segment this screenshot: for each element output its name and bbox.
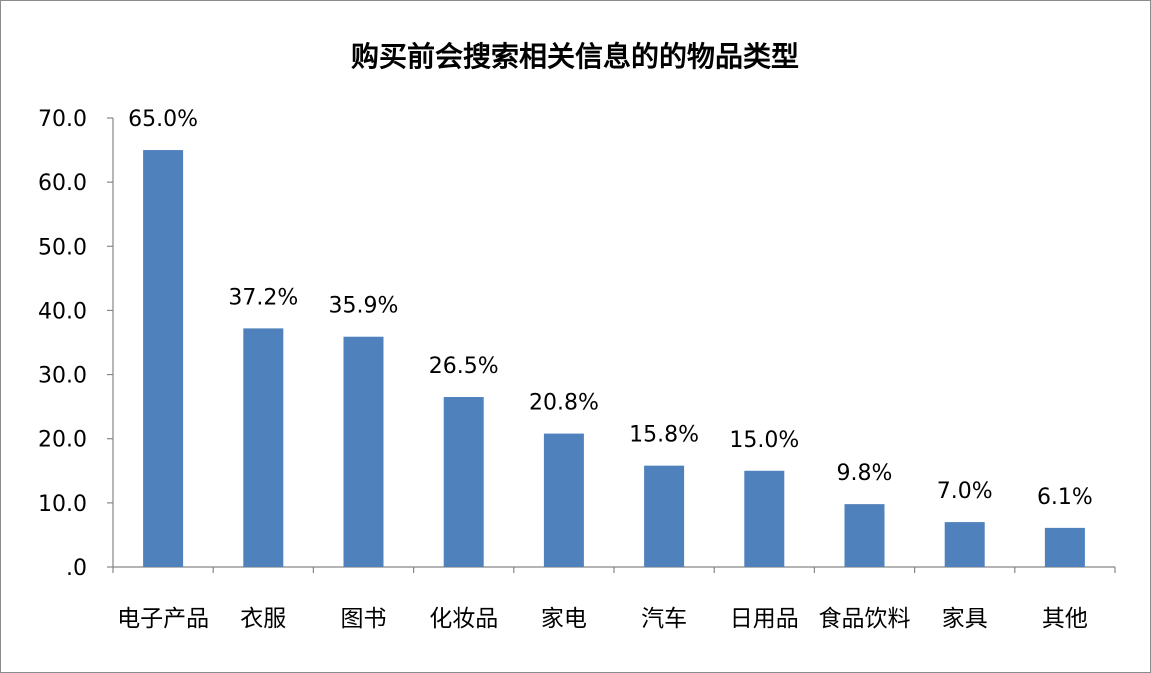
x-tick-label: 化妆品 [429, 606, 498, 632]
data-label: 37.2% [228, 285, 298, 310]
x-axis [112, 566, 1116, 573]
y-axis: .0 10.0 20.0 30.0 40.0 50.0 60.0 70.0 [38, 107, 114, 581]
bar [644, 465, 685, 567]
bar [243, 328, 284, 567]
data-label: 35.9% [329, 294, 399, 319]
x-tick-label: 衣服 [240, 606, 286, 632]
data-label: 15.0% [729, 428, 799, 453]
x-tick-label: 汽车 [641, 606, 687, 632]
y-tick-label: 50.0 [38, 235, 87, 260]
x-tick-label: 图书 [341, 606, 387, 632]
y-tick-label: 20.0 [38, 428, 87, 453]
bar [443, 397, 484, 567]
bar [1044, 527, 1085, 567]
data-label: 7.0% [937, 479, 993, 504]
y-tick-label: 60.0 [38, 171, 87, 196]
bar [343, 336, 384, 567]
bar [944, 522, 985, 567]
data-label: 20.8% [529, 391, 599, 416]
bar-series [143, 150, 1085, 568]
chart-title: 购买前会搜索相关信息的的物品类型 [351, 40, 799, 73]
bar [744, 470, 785, 567]
x-tick-label: 日用品 [730, 606, 799, 632]
bar [143, 150, 184, 568]
data-label: 15.8% [629, 423, 699, 448]
bar [844, 504, 885, 567]
y-tick-label: 70.0 [38, 107, 87, 132]
y-tick-label: 10.0 [38, 492, 87, 517]
x-tick-label: 电子产品 [117, 606, 209, 632]
y-tick-label: .0 [66, 556, 87, 581]
x-tick-label: 家具 [942, 606, 988, 632]
data-label: 6.1% [1037, 485, 1093, 510]
y-tick-label: 30.0 [38, 364, 87, 389]
bar [543, 433, 584, 567]
x-tick-labels: 电子产品 衣服 图书 化妆品 家电 汽车 日用品 食品饮料 家具 其他 [117, 606, 1088, 632]
data-label: 26.5% [429, 354, 499, 379]
data-label: 65.0% [128, 107, 198, 132]
data-labels: 65.0% 37.2% 35.9% 26.5% 20.8% 15.8% 15.0% 9.8% 7… [128, 107, 1093, 510]
data-label: 9.8% [837, 461, 893, 486]
x-tick-label: 食品饮料 [819, 606, 911, 632]
x-tick-label: 其他 [1042, 606, 1088, 632]
y-tick-label: 40.0 [38, 299, 87, 324]
x-tick-label: 家电 [541, 606, 587, 632]
